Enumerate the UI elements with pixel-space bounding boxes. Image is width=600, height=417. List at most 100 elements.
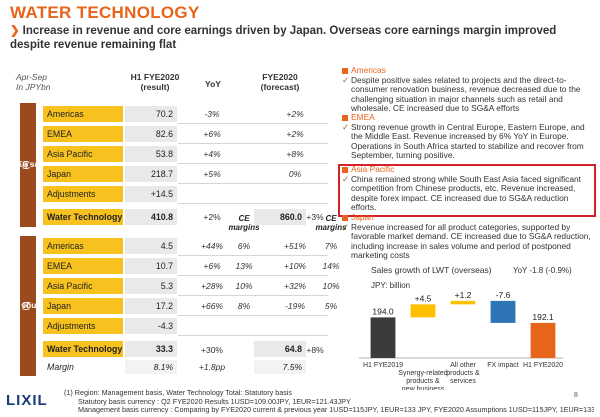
note-emea-text: Strong revenue growth in Central Europe,… <box>351 121 585 161</box>
core-total-label: Water Technology <box>43 341 123 357</box>
revenue-total-yoy: +2% <box>203 212 221 222</box>
revenue-row-yoy: +4% <box>203 149 221 159</box>
revenue-row-fye-yoy: +2% <box>286 109 304 119</box>
square-bullet-icon <box>342 214 348 221</box>
sales-growth-chart: Sales growth of LWT (overseas) JPY: bill… <box>359 265 572 390</box>
core-row-h1: 17.2 <box>125 298 177 314</box>
chart-ylabel: JPY: billion <box>371 281 410 290</box>
revenue-row-h1: 218.7 <box>125 166 177 182</box>
row-divider <box>178 203 328 204</box>
revenue-row-label: Asia Pacific <box>43 146 123 162</box>
note-emea: EMEA ✓ Strong revenue growth in Central E… <box>342 112 592 161</box>
unit-currency: In JPYbn <box>16 82 51 92</box>
chart-category-label: H1 FYE2020 <box>523 362 563 369</box>
revenue-row-label: Adjustments <box>43 186 123 202</box>
core-row-ce-margin: 6% <box>237 241 251 251</box>
check-icon: ✓ <box>342 74 350 85</box>
note-apac-text: China remained strong while South East A… <box>351 173 581 213</box>
square-bullet-icon <box>342 114 348 121</box>
core-row-ce-margin-fye: 10% <box>322 281 340 291</box>
row-divider <box>178 163 328 164</box>
core-row-label: Asia Pacific <box>43 278 123 294</box>
revenue-row-yoy: +5% <box>203 169 221 179</box>
revenue-row-fye-yoy: +2% <box>286 129 304 139</box>
note-japan-head: Japan <box>351 212 374 222</box>
revenue-row-h1: 82.6 <box>125 126 177 142</box>
note-emea-head: EMEA <box>351 112 375 122</box>
row-divider <box>178 143 328 144</box>
revenue-row-label: Japan <box>43 166 123 182</box>
margin-yoy: +1.8pp <box>198 362 226 372</box>
note-apac-head: Asia Pacific <box>351 164 395 174</box>
check-icon: ✓ <box>342 121 350 132</box>
chart-yoy-text: YoY -1.8 (-0.9%) <box>513 266 572 275</box>
revenue-row-h1: 70.2 <box>125 106 177 122</box>
chart-data-label: -7.6 <box>496 290 511 300</box>
ce-margins-label-2: CE margins <box>315 214 347 232</box>
core-row-ce-margin: 10% <box>235 281 253 291</box>
core-total-h1: 33.3 <box>125 341 177 357</box>
col-yoy-header: YoY <box>205 79 221 89</box>
note-apac: Asia Pacific ✓ China remained strong whil… <box>342 164 590 213</box>
revenue-row-label: EMEA <box>43 126 123 142</box>
note-japan: Japan ✓ Revenue increased for all product… <box>342 212 592 261</box>
revenue-row-label: Americas <box>43 106 123 122</box>
chart-category-label: All other products & services <box>446 362 480 385</box>
note-americas-text: Despite positive sales related to projec… <box>351 74 581 114</box>
chart-category-label: H1 FYE2019 <box>363 362 403 369</box>
core-row-h1: 5.3 <box>125 278 177 294</box>
page-subtitle: ❯ Increase in revenue and core earnings d… <box>10 24 595 52</box>
unit-period: Apr-Sep <box>16 72 48 82</box>
core-row-yoy: +28% <box>201 281 223 291</box>
chart-category-label: FX impact <box>487 362 519 369</box>
core-row-ce-margin-fye: 7% <box>324 241 338 251</box>
row-divider <box>178 315 328 316</box>
margin-label: Margin <box>47 362 74 372</box>
col-h1-sub: (result) <box>140 82 170 92</box>
lixil-logo: LIXIL <box>6 392 48 409</box>
core-row-ce-margin: 13% <box>235 261 253 271</box>
revenue-row-yoy: +6% <box>203 129 221 139</box>
core-row-ce-margin-fye: 5% <box>324 301 338 311</box>
revenue-total-fye-yoy: +3% <box>306 212 324 222</box>
core-band: Core earnings by Region(1) <box>0 236 78 376</box>
core-total-fye-yoy: +8% <box>306 345 324 355</box>
core-row-yoy: +44% <box>201 241 223 251</box>
core-row-ce-margin-fye: 14% <box>322 261 340 271</box>
chart-data-label: 192.1 <box>532 312 554 322</box>
footer-line2: Statutory basis currency : Q2 FYE2020 Re… <box>78 396 351 406</box>
chart-data-label: 194.0 <box>372 306 394 316</box>
core-row-fye-yoy: +32% <box>284 281 306 291</box>
core-row-yoy: +66% <box>201 301 223 311</box>
core-row-label: Americas <box>43 238 123 254</box>
revenue-band: Revenues by Region(1) <box>0 103 70 227</box>
chart-data-label: +1.2 <box>455 290 472 300</box>
footer-line3: Management basis currency : Comparing by… <box>78 406 594 415</box>
core-row-ce-margin: 8% <box>237 301 251 311</box>
chart-bar <box>490 300 516 323</box>
note-japan-text: Revenue increased for all product catego… <box>351 221 591 261</box>
revenue-row-fye-yoy: 0% <box>288 169 302 179</box>
col-fye-header: FYE2020 (forecast) <box>250 72 310 92</box>
ce-margins-label-1: CE margins <box>228 214 260 232</box>
core-row-label: Japan <box>43 298 123 314</box>
core-row-label: Adjustments <box>43 318 123 334</box>
row-divider <box>178 123 328 124</box>
row-divider <box>178 275 328 276</box>
core-row-fye-yoy: -19% <box>285 301 305 311</box>
check-icon: ✓ <box>342 221 350 232</box>
check-icon: ✓ <box>342 173 350 184</box>
footer-line1: Region: Management basis, Water Technolo… <box>74 388 293 397</box>
core-total-fye: 64.8 <box>254 341 306 357</box>
core-row-h1: 4.5 <box>125 238 177 254</box>
chart-bar <box>370 317 396 358</box>
core-row-h1: 10.7 <box>125 258 177 274</box>
revenue-total-h1: 410.8 <box>125 209 177 225</box>
page-title: WATER TECHNOLOGY <box>10 3 200 22</box>
core-row-fye-yoy: +10% <box>284 261 306 271</box>
revenue-row-h1: +14.5 <box>125 186 177 202</box>
chart-bar <box>450 300 476 305</box>
page-number: 8 <box>574 392 578 399</box>
footer-notes: (1) Region: Management basis, Water Tech… <box>64 388 594 415</box>
note-americas-head: Americas <box>351 65 386 75</box>
